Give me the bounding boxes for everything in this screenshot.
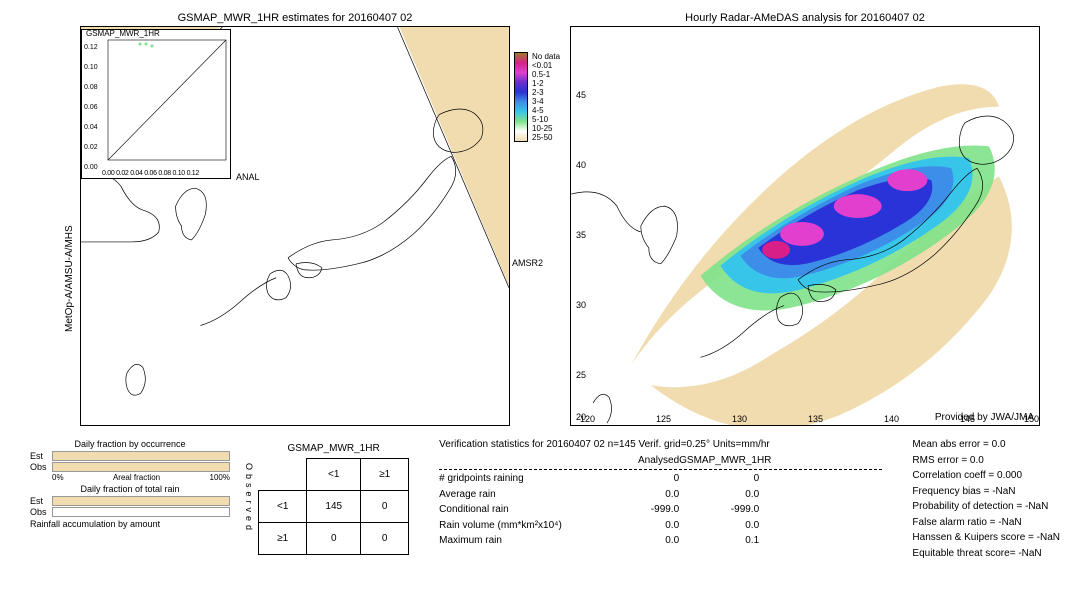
ctable-title: GSMAP_MWR_1HR <box>258 443 409 454</box>
score-line: Frequency bias = -NaN <box>912 484 1060 500</box>
stats-row: # gridpoints raining00 <box>439 471 882 487</box>
bar-track <box>52 451 230 461</box>
ct-col2: ≥1 <box>361 459 409 491</box>
est-label: Est <box>30 451 52 461</box>
rt-y35: 35 <box>576 230 586 240</box>
score-line: RMS error = 0.0 <box>912 453 1060 469</box>
score-column: Mean abs error = 0.0 RMS error = 0.0 Cor… <box>912 437 1060 561</box>
accum-title: Rainfall accumulation by amount <box>30 519 230 529</box>
rt-x120: 120 <box>580 414 595 424</box>
ct-c11: 145 <box>307 491 361 523</box>
occ-est-row: Est <box>30 451 230 461</box>
score-line: Hanssen & Kuipers score = -NaN <box>912 530 1060 546</box>
score-line: False alarm ratio = -NaN <box>912 515 1060 531</box>
occ-title: Daily fraction by occurrence <box>30 439 230 449</box>
right-map-title: Hourly Radar-AMeDAS analysis for 2016040… <box>570 12 1040 24</box>
obs-label: Obs <box>30 462 52 472</box>
amsr2-label: AMSR2 <box>512 258 543 268</box>
ct-row2: ≥1 <box>259 523 307 555</box>
legend-row: No data <box>532 52 560 61</box>
rain-title: Daily fraction of total rain <box>30 484 230 494</box>
contingency-table: <1 ≥1 <1 145 0 ≥1 0 0 <box>258 458 409 555</box>
rain-est-row: Est <box>30 496 230 506</box>
rain-obs-row: Obs <box>30 507 230 517</box>
provided-label: Provided by JWA/JMA <box>935 412 1034 423</box>
ct-c12: 0 <box>361 491 409 523</box>
ct-col1: <1 <box>307 459 361 491</box>
bar-fill <box>53 452 229 460</box>
rt-x125: 125 <box>656 414 671 424</box>
legend <box>514 52 528 144</box>
ct-c22: 0 <box>361 523 409 555</box>
stats-column: Verification statistics for 20160407 02 … <box>439 437 882 561</box>
left-map-panel: GSMAP_MWR_1HR estimates for 20160407 02 … <box>80 12 510 429</box>
fraction-bars: Daily fraction by occurrence Est Obs 0% … <box>30 437 230 561</box>
inset-title: GSMAP_MWR_1HR <box>86 29 160 38</box>
rt-x140: 140 <box>884 414 899 424</box>
inset-xticks: 0.00 0.02 0.04 0.06 0.08 0.10 0.12 <box>102 170 199 177</box>
right-map-panel: Hourly Radar-AMeDAS analysis for 2016040… <box>570 12 1040 429</box>
observed-side-label: Observed <box>240 463 258 534</box>
legend-labels: No data <0.01 0.5-1 1-2 2-3 3-4 4-5 5-10… <box>532 52 560 142</box>
score-line: Correlation coeff = 0.000 <box>912 468 1060 484</box>
score-line: Equitable threat score= -NaN <box>912 546 1060 562</box>
rt-y30: 30 <box>576 300 586 310</box>
inset-svg <box>82 30 232 180</box>
rt-y25: 25 <box>576 370 586 380</box>
axis-labels: 0% Areal fraction 100% <box>30 473 230 482</box>
contingency-block: Observed GSMAP_MWR_1HR <1 ≥1 <1 145 0 ≥1… <box>240 437 409 561</box>
inset-panel: GSMAP_MWR_1HR 0.12 0.10 0.08 0.06 0.04 0… <box>81 29 231 179</box>
ct-row1: <1 <box>259 491 307 523</box>
score-line: Probability of detection = -NaN <box>912 499 1060 515</box>
rt-x135: 135 <box>808 414 823 424</box>
right-map-svg <box>570 26 1040 426</box>
top-panels: GSMAP_MWR_1HR estimates for 20160407 02 … <box>0 0 1080 429</box>
inset-yticks: 0.12 0.10 0.08 0.06 0.04 0.02 0.00 <box>84 38 98 178</box>
anal-label: ANAL <box>236 172 260 182</box>
stats-header: Verification statistics for 20160407 02 … <box>439 437 882 453</box>
occ-obs-row: Obs <box>30 462 230 472</box>
bottom-section: Daily fraction by occurrence Est Obs 0% … <box>0 429 1080 561</box>
rt-x130: 130 <box>732 414 747 424</box>
left-map-title: GSMAP_MWR_1HR estimates for 20160407 02 <box>80 12 510 24</box>
ct-c21: 0 <box>307 523 361 555</box>
stats-colheads: Analysed GSMAP_MWR_1HR <box>439 453 882 471</box>
score-line: Mean abs error = 0.0 <box>912 437 1060 453</box>
rt-y45: 45 <box>576 90 586 100</box>
left-map-ylabel: MetOp-A/AMSU-A/MHS <box>64 225 75 332</box>
rt-y40: 40 <box>576 160 586 170</box>
